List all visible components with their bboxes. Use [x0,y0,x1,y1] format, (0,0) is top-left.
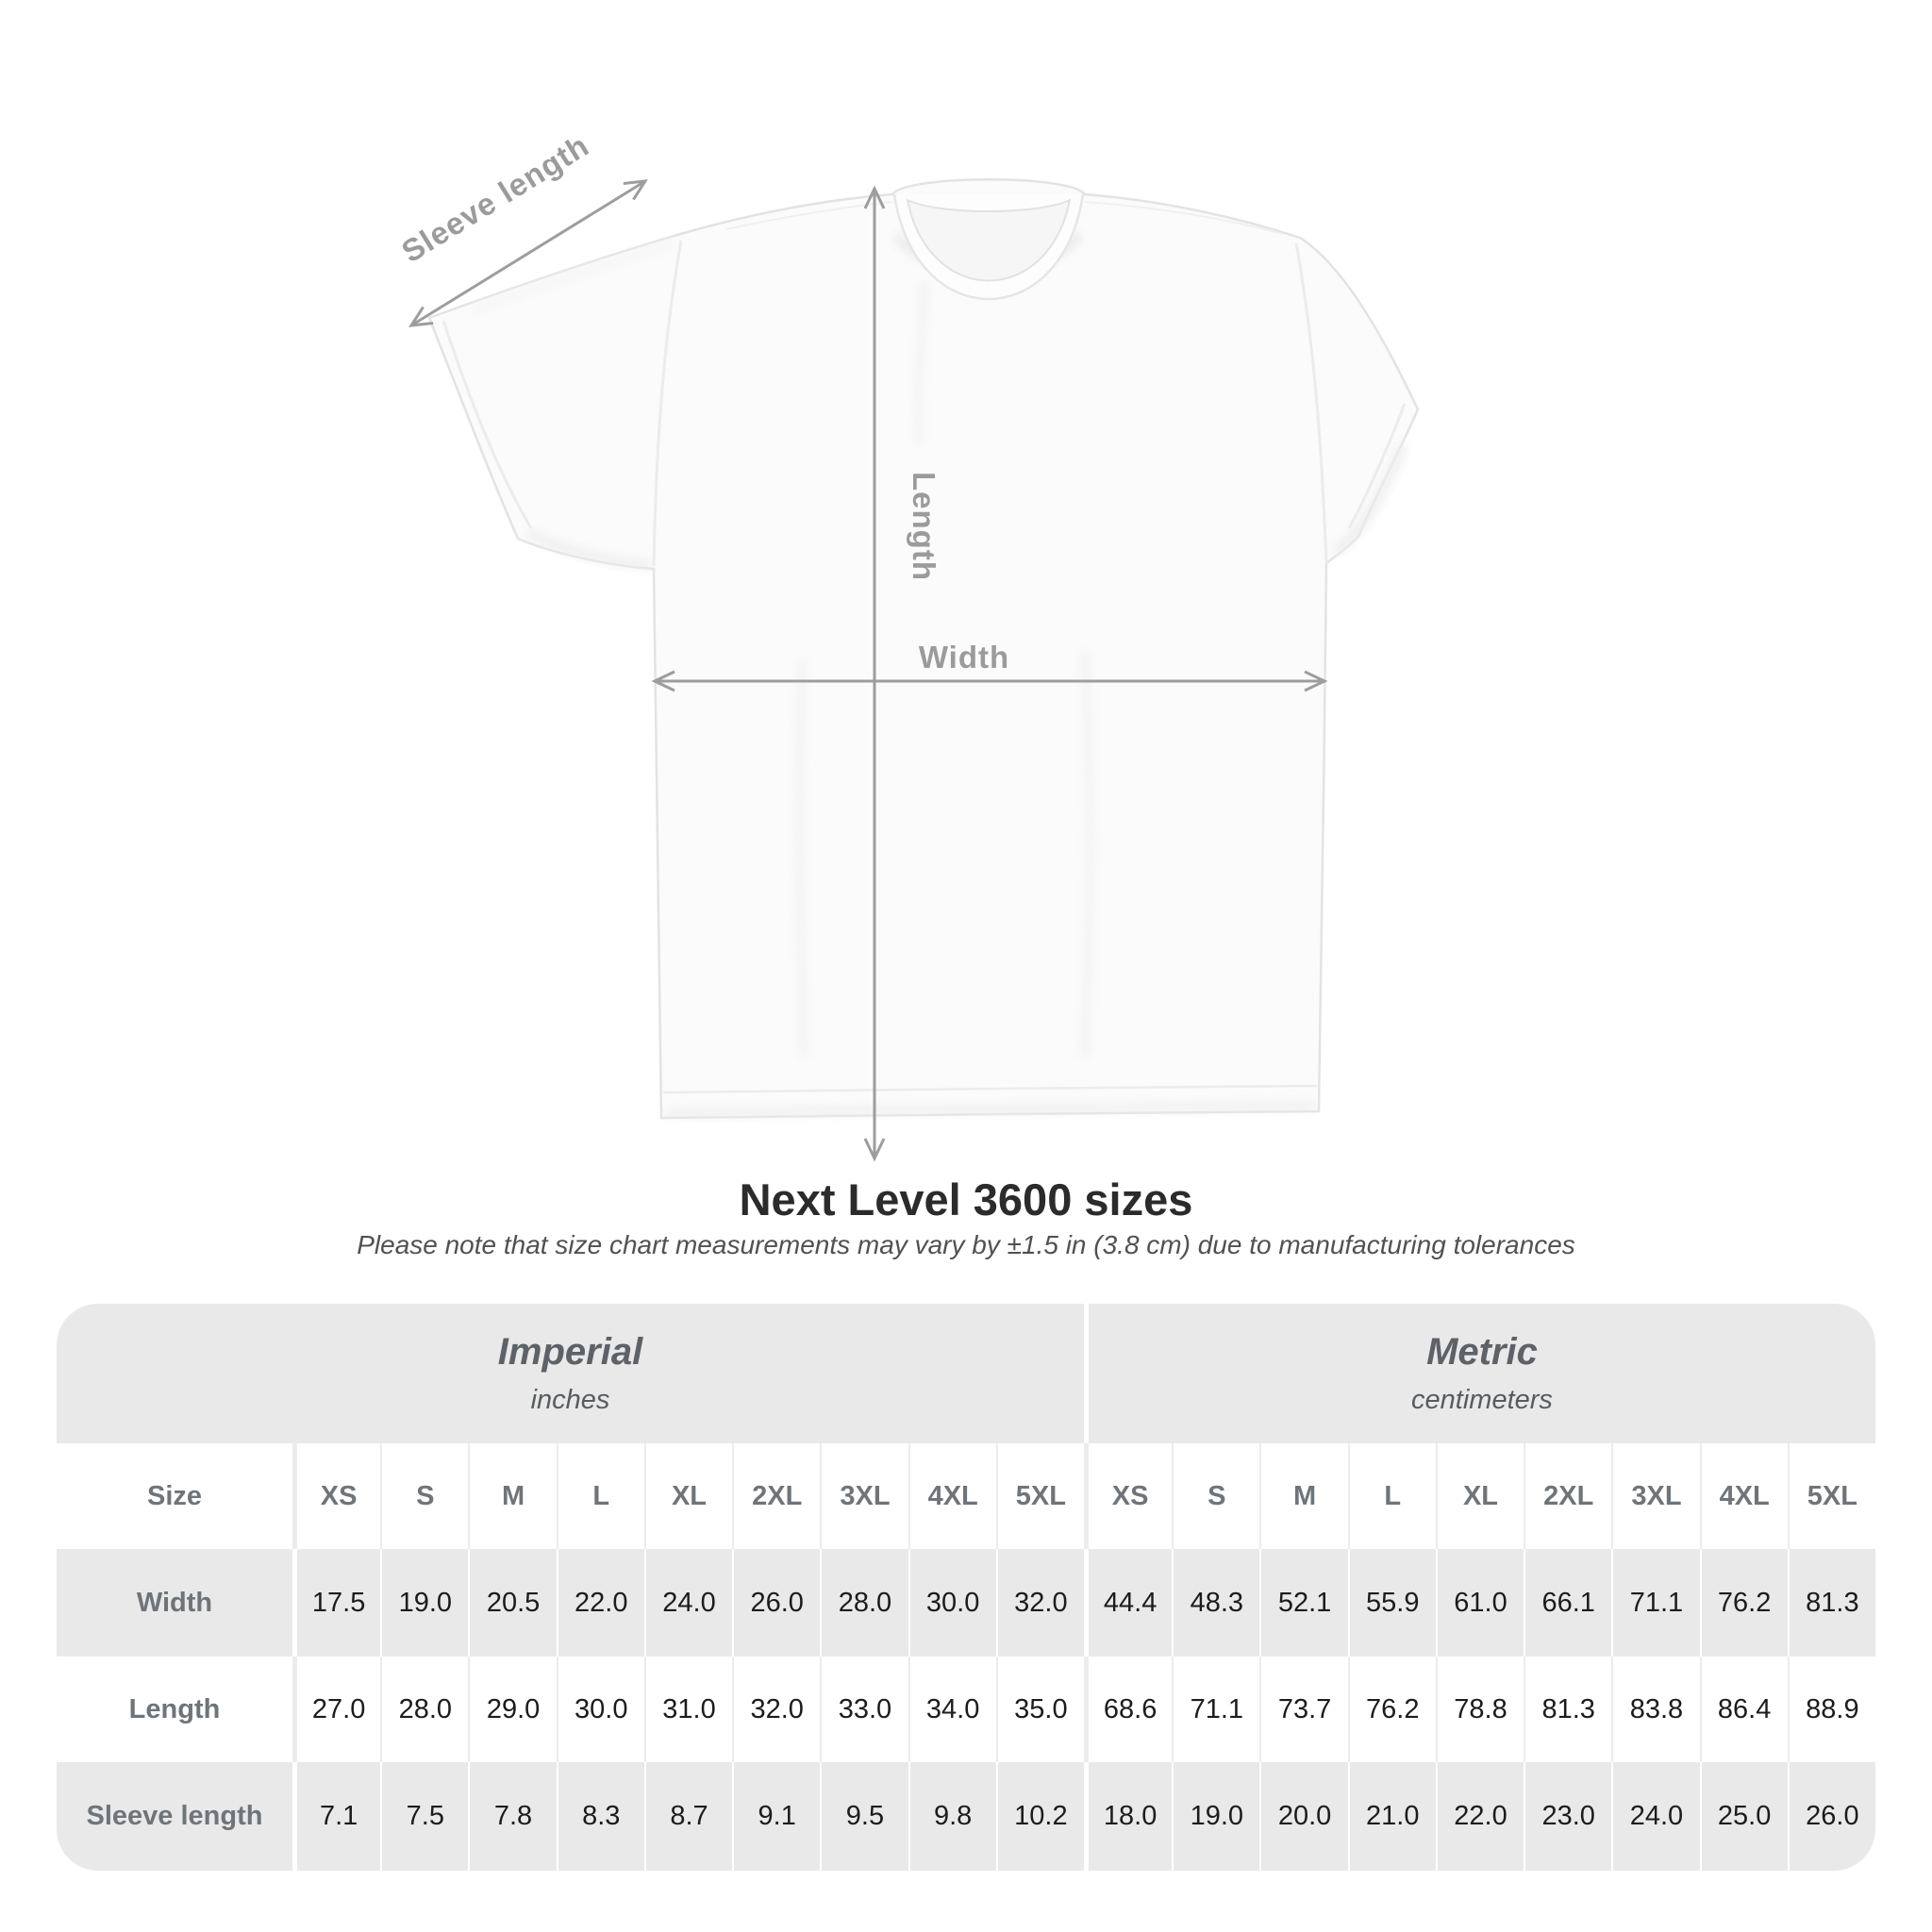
size-header-metric-2XL: 2XL [1524,1443,1612,1549]
value-cell: 83.8 [1611,1657,1700,1762]
value-cell: 48.3 [1172,1549,1260,1657]
value-cell: 7.5 [380,1762,469,1871]
value-cell: 25.0 [1699,1762,1788,1871]
value-cell: 22.0 [556,1549,644,1657]
metric-section-header: Metric centimeters [1083,1304,1875,1443]
size-header-imperial-M: M [468,1443,557,1549]
value-cell: 8.3 [556,1762,644,1871]
row-label-width: Width [57,1549,292,1657]
size-header-metric-M: M [1259,1443,1348,1549]
value-cell: 26.0 [1787,1762,1875,1871]
size-header-metric-XL: XL [1435,1443,1524,1549]
value-cell: 27.0 [292,1657,381,1762]
size-header-metric-5XL: 5XL [1787,1443,1875,1549]
value-cell: 81.3 [1787,1549,1875,1657]
value-cell: 35.0 [995,1657,1084,1762]
imperial-section-header: Imperial inches [57,1304,1084,1443]
measurement-arrows [408,179,1328,1162]
value-cell: 44.4 [1083,1549,1173,1657]
value-cell: 23.0 [1524,1762,1612,1871]
value-cell: 20.5 [468,1549,557,1657]
value-cell: 18.0 [1083,1762,1173,1871]
size-header-imperial-2XL: 2XL [732,1443,821,1549]
size-table: Imperial inches Metric centimeters Size X… [57,1304,1875,1871]
value-cell: 19.0 [1172,1762,1260,1871]
value-cell: 86.4 [1699,1657,1788,1762]
value-cell: 34.0 [908,1657,996,1762]
size-column-label: Size [57,1443,292,1549]
value-cell: 7.1 [292,1762,381,1871]
value-cell: 24.0 [1611,1762,1700,1871]
size-header-imperial-XS: XS [292,1443,381,1549]
value-cell: 71.1 [1611,1549,1700,1657]
value-cell: 26.0 [732,1549,821,1657]
value-cell: 24.0 [643,1549,733,1657]
value-cell: 55.9 [1347,1549,1436,1657]
value-cell: 21.0 [1347,1762,1436,1871]
tshirt [427,178,1420,1120]
row-label-length: Length [57,1657,292,1762]
value-cell: 28.0 [820,1549,908,1657]
page-title: Next Level 3600 sizes [739,1174,1193,1224]
size-header-metric-3XL: 3XL [1611,1443,1700,1549]
value-cell: 20.0 [1259,1762,1348,1871]
value-cell: 68.6 [1083,1657,1173,1762]
sleeve-length-arrow [408,179,648,327]
imperial-section-title: Imperial [497,1331,643,1373]
value-cell: 30.0 [908,1549,996,1657]
metric-section-title: Metric [1426,1331,1538,1373]
value-cell: 8.7 [643,1762,733,1871]
value-cell: 76.2 [1347,1657,1436,1762]
value-cell: 31.0 [643,1657,733,1762]
value-cell: 9.1 [732,1762,821,1871]
value-cell: 19.0 [380,1549,469,1657]
value-cell: 76.2 [1699,1549,1788,1657]
tshirt-diagram: Sleeve length Length Width [395,127,1420,1162]
value-cell: 29.0 [468,1657,557,1762]
value-cell: 7.8 [468,1762,557,1871]
size-header-imperial-L: L [556,1443,644,1549]
size-header-imperial-S: S [380,1443,469,1549]
value-cell: 71.1 [1172,1657,1260,1762]
value-cell: 52.1 [1259,1549,1348,1657]
page-subtitle: Please note that size chart measurements… [357,1230,1575,1259]
size-header-imperial-3XL: 3XL [820,1443,908,1549]
value-cell: 33.0 [820,1657,908,1762]
value-cell: 9.8 [908,1762,996,1871]
value-cell: 88.9 [1787,1657,1875,1762]
value-cell: 32.0 [732,1657,821,1762]
value-cell: 9.5 [820,1762,908,1871]
size-header-metric-L: L [1347,1443,1436,1549]
metric-section-unit: centimeters [1411,1385,1553,1415]
sleeve-length-label: Sleeve length [395,127,595,269]
value-cell: 32.0 [995,1549,1084,1657]
imperial-section-unit: inches [530,1385,610,1415]
value-cell: 17.5 [292,1549,381,1657]
value-cell: 73.7 [1259,1657,1348,1762]
size-header-imperial-XL: XL [643,1443,733,1549]
value-cell: 61.0 [1435,1549,1524,1657]
value-cell: 22.0 [1435,1762,1524,1871]
value-cell: 81.3 [1524,1657,1612,1762]
size-header-metric-4XL: 4XL [1699,1443,1788,1549]
collar-opening [906,198,1072,282]
size-header-imperial-5XL: 5XL [995,1443,1084,1549]
row-label-sleeve-length: Sleeve length [57,1762,292,1871]
value-cell: 78.8 [1435,1657,1524,1762]
size-header-metric-XS: XS [1083,1443,1173,1549]
value-cell: 28.0 [380,1657,469,1762]
value-cell: 30.0 [556,1657,644,1762]
size-header-metric-S: S [1172,1443,1260,1549]
length-label: Length [907,472,941,581]
value-cell: 10.2 [995,1762,1084,1871]
size-header-imperial-4XL: 4XL [908,1443,996,1549]
value-cell: 66.1 [1524,1549,1612,1657]
width-label: Width [919,640,1009,675]
